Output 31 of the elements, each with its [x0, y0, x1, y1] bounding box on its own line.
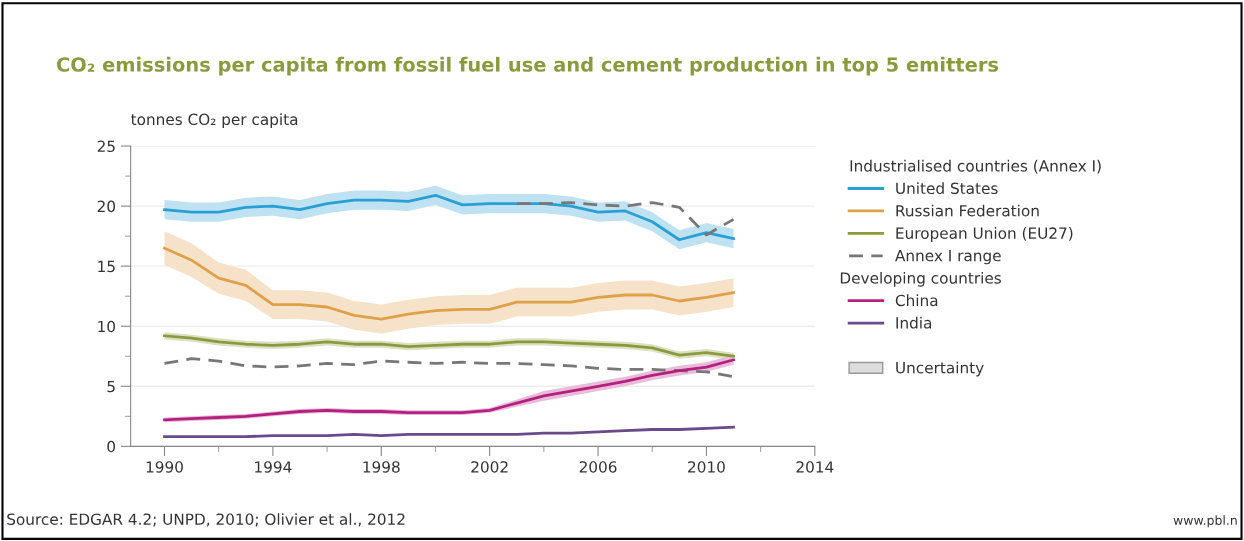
line-series — [163, 193, 735, 242]
line-series — [163, 357, 735, 379]
text: www.pbl.n — [1173, 515, 1237, 528]
legend-label: European Union (EU27) — [896, 227, 1073, 242]
y-tick-label: 0 — [107, 440, 116, 453]
legend-title: Industrialised countries (Annex I) — [850, 159, 1101, 174]
y-tick-label: 5 — [107, 380, 115, 393]
text: Developing countries — [840, 271, 1001, 287]
x-tick-label: 1990 — [146, 461, 183, 473]
y-tick-label: 15 — [98, 260, 115, 273]
legend-label: China — [895, 294, 938, 307]
chart-title: CO₂ emissions per capita from fossil fuel use and cement production in top 5 emitters — [56, 56, 999, 76]
x-tick-label: 2010 — [688, 461, 725, 473]
x-tick-label: 1998 — [363, 461, 400, 473]
text: Uncertainty — [896, 361, 984, 377]
x-tick-label: 2006 — [579, 461, 617, 473]
x-tick-label: 2002 — [471, 461, 508, 473]
legend-label: India — [896, 316, 932, 329]
legend-label: Russian Federation — [896, 204, 1039, 217]
legend-label: Annex I range — [895, 249, 1001, 265]
y-tick-label: 20 — [97, 200, 116, 213]
line-series — [515, 201, 735, 237]
line-series — [163, 425, 735, 439]
source-note: Source: EDGAR 4.2; UNPD, 2010; Olivier et al., 2012 — [7, 513, 405, 527]
y-axis-title: tonnes CO₂ per capita — [131, 113, 298, 129]
x-tick-label: 1994 — [255, 461, 292, 473]
y-tick-label: 10 — [98, 320, 116, 333]
line-series — [163, 246, 735, 321]
legend-label: United States — [896, 182, 998, 195]
x-tick-label: 2014 — [796, 461, 834, 473]
y-tick-label: 25 — [97, 140, 115, 153]
